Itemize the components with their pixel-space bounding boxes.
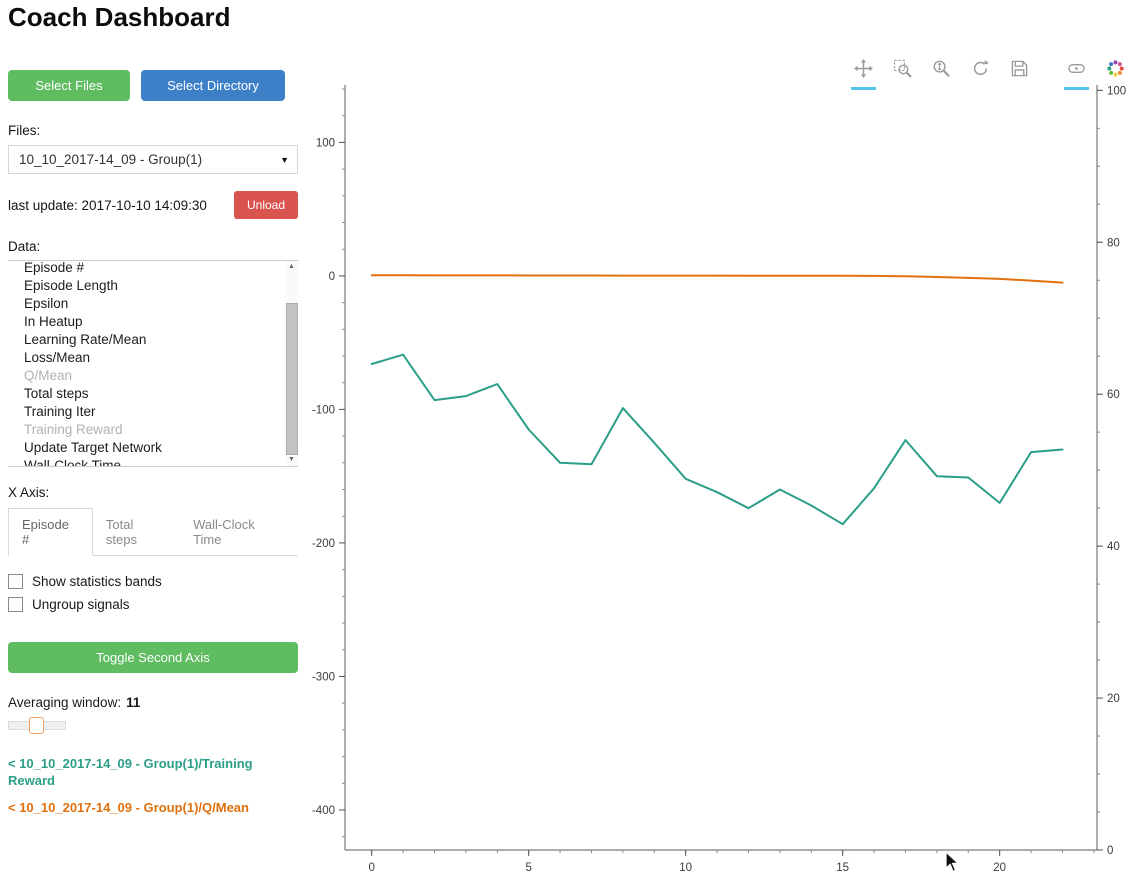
data-list-item[interactable]: Episode # [24, 260, 85, 275]
option-row: Show statistics bands [8, 574, 298, 589]
data-list-item[interactable]: Loss/Mean [24, 349, 91, 365]
svg-text:40: 40 [1107, 541, 1120, 553]
svg-text:0: 0 [1107, 845, 1113, 857]
svg-text:20: 20 [993, 862, 1006, 874]
svg-text:100: 100 [1107, 85, 1126, 97]
svg-text:0: 0 [368, 862, 374, 874]
bokeh-logo[interactable] [1103, 59, 1128, 90]
x-axis-tab[interactable]: Total steps [105, 517, 137, 547]
checkbox[interactable] [8, 574, 23, 589]
data-list-item[interactable]: Learning Rate/Mean [24, 331, 147, 347]
data-list-item[interactable]: Update Target Network [24, 439, 162, 455]
hover-icon[interactable] [1064, 59, 1089, 90]
box-zoom-icon[interactable] [890, 59, 915, 90]
averaging-window-label: Averaging window: [8, 695, 122, 710]
data-list-item[interactable]: Total steps [24, 385, 89, 401]
unload-button[interactable]: Unload [234, 191, 298, 219]
data-list-item[interactable]: Training Reward [24, 421, 123, 437]
page-title: Coach Dashboard [8, 2, 231, 32]
files-select[interactable]: 10_10_2017-14_09 - Group(1) ▼ [8, 145, 298, 174]
svg-text:15: 15 [836, 862, 849, 874]
slider-handle[interactable] [29, 717, 44, 734]
svg-text:5: 5 [525, 862, 531, 874]
last-update-row: last update: 2017-10-10 14:09:30 Unload [8, 191, 298, 219]
save-icon[interactable] [1007, 59, 1032, 90]
checkbox[interactable] [8, 597, 23, 612]
svg-text:60: 60 [1107, 389, 1120, 401]
svg-text:80: 80 [1107, 237, 1120, 249]
scrollbar[interactable]: ▲ ▼ [285, 261, 298, 466]
x-axis-tab[interactable]: Episode # [8, 508, 93, 556]
file-buttons-row: Select Files Select Directory [8, 70, 298, 101]
averaging-window-row: Averaging window: 11 [8, 695, 298, 710]
x-axis-label: X Axis: [8, 485, 50, 500]
svg-text:10: 10 [679, 862, 692, 874]
data-listbox: Episode # Episode Length Epsilon In Heatup L… [8, 260, 298, 467]
select-files-button[interactable]: Select Files [8, 70, 130, 101]
averaging-window-value: 11 [126, 695, 141, 710]
svg-text:0: 0 [329, 271, 335, 283]
sidebar: Select Files Select Directory Files: 10_… [8, 70, 298, 827]
data-list-item[interactable]: In Heatup [24, 313, 83, 329]
last-update-text: last update: 2017-10-10 14:09:30 [8, 197, 207, 213]
files-selected-value: 10_10_2017-14_09 - Group(1) [19, 152, 203, 167]
svg-text:-200: -200 [312, 538, 335, 550]
data-list-item[interactable]: Q/Mean [24, 367, 73, 383]
svg-text:20: 20 [1107, 693, 1120, 705]
checkbox-label: Ungroup signals [32, 597, 130, 612]
chart-legend: < 10_10_2017-14_09 - Group(1)/Training R… [8, 756, 300, 817]
plot-canvas[interactable]: 100 0 -100 -200 -300 -400 100 80 60 40 20 0 0 5 10 15 20 [300, 55, 1142, 881]
x-axis-tabs: Episode # Total steps Wall-Clock Time [8, 508, 298, 556]
svg-text:-300: -300 [312, 671, 335, 683]
checkbox-label: Show statistics bands [32, 574, 162, 589]
legend-item[interactable]: < 10_10_2017-14_09 - Group(1)/Q/Mean [8, 799, 249, 815]
select-directory-button[interactable]: Select Directory [141, 70, 285, 101]
wheel-zoom-icon[interactable] [929, 59, 954, 90]
data-label: Data: [8, 239, 41, 254]
option-row: Ungroup signals [8, 597, 298, 612]
scroll-up-icon[interactable]: ▲ [288, 263, 295, 270]
files-label: Files: [8, 123, 41, 138]
svg-text:100: 100 [316, 137, 335, 149]
data-list: Episode # Episode Length Epsilon In Heatup L… [8, 260, 298, 467]
data-list-item[interactable]: Episode Length [24, 277, 118, 293]
data-list-item[interactable]: Training Iter [24, 403, 96, 419]
reset-icon[interactable] [968, 59, 993, 90]
toggle-second-axis-button[interactable]: Toggle Second Axis [8, 642, 298, 673]
caret-down-icon: ▼ [280, 154, 289, 165]
scroll-down-icon[interactable]: ▼ [288, 456, 295, 463]
pan-icon[interactable] [851, 59, 876, 90]
data-list-item[interactable]: Wall-Clock Time [24, 457, 122, 467]
averaging-window-slider[interactable] [8, 717, 66, 734]
chart-region: 100 0 -100 -200 -300 -400 100 80 60 40 20 0 0 5 10 15 20 [300, 55, 1142, 881]
options-group: Show statistics bands Ungroup signals [8, 574, 298, 612]
bokeh-toolbar [851, 59, 1128, 90]
data-list-item[interactable]: Epsilon [24, 295, 69, 311]
x-axis-tab[interactable]: Wall-Clock Time [193, 517, 255, 547]
legend-item[interactable]: < 10_10_2017-14_09 - Group(1)/Training R… [8, 756, 253, 788]
scrollbar-thumb[interactable] [286, 303, 298, 455]
svg-text:-400: -400 [312, 805, 335, 817]
svg-text:-100: -100 [312, 404, 335, 416]
